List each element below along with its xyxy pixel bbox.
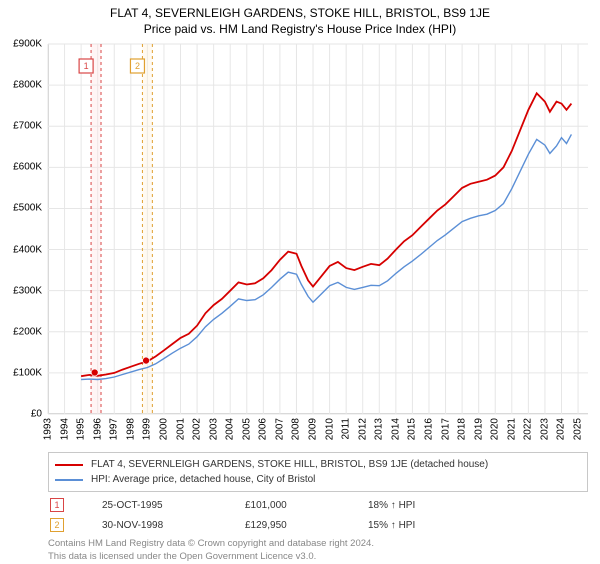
y-tick-label: £800K: [0, 80, 42, 91]
x-tick-label: 2003: [208, 418, 219, 440]
event-row: 2 30-NOV-1998 £129,950 15% ↑ HPI: [48, 518, 588, 532]
x-tick-label: 2017: [440, 418, 451, 440]
x-tick-label: 2004: [225, 418, 236, 440]
event-delta: 18% ↑ HPI: [368, 500, 415, 511]
x-tick-label: 2014: [390, 418, 401, 440]
x-tick-label: 1993: [43, 418, 54, 440]
x-tick-label: 2012: [357, 418, 368, 440]
event-marker: 2: [50, 518, 64, 532]
x-tick-label: 2007: [274, 418, 285, 440]
x-tick-label: 1999: [142, 418, 153, 440]
event-marker: 1: [50, 498, 64, 512]
y-tick-label: £200K: [0, 326, 42, 337]
event-date: 30-NOV-1998: [102, 520, 217, 531]
y-tick-label: £700K: [0, 121, 42, 132]
attribution-line-1: Contains HM Land Registry data © Crown c…: [48, 538, 588, 551]
legend-row-1: FLAT 4, SEVERNLEIGH GARDENS, STOKE HILL,…: [55, 457, 581, 472]
y-tick-label: £900K: [0, 39, 42, 50]
bottom-block: FLAT 4, SEVERNLEIGH GARDENS, STOKE HILL,…: [48, 452, 588, 564]
x-tick-label: 2009: [308, 418, 319, 440]
x-tick-label: 2021: [506, 418, 517, 440]
x-tick-label: 2011: [341, 418, 352, 440]
svg-text:1: 1: [84, 61, 89, 71]
chart-area: 12 1993199419951996199719981999200020012…: [48, 44, 588, 414]
legend-label-2: HPI: Average price, detached house, City…: [91, 472, 315, 487]
y-tick-label: £500K: [0, 203, 42, 214]
x-tick-label: 2000: [158, 418, 169, 440]
x-tick-label: 2019: [473, 418, 484, 440]
y-tick-label: £0: [0, 409, 42, 420]
x-tick-label: 2018: [457, 418, 468, 440]
y-tick-label: £300K: [0, 285, 42, 296]
event-delta: 15% ↑ HPI: [368, 520, 415, 531]
x-tick-label: 2025: [573, 418, 584, 440]
y-tick-label: £400K: [0, 244, 42, 255]
x-tick-label: 2001: [175, 418, 186, 440]
event-row: 1 25-OCT-1995 £101,000 18% ↑ HPI: [48, 498, 588, 512]
y-tick-label: £600K: [0, 162, 42, 173]
legend-row-2: HPI: Average price, detached house, City…: [55, 472, 581, 487]
event-price: £129,950: [245, 520, 340, 531]
x-tick-label: 2002: [192, 418, 203, 440]
chart-titles: FLAT 4, SEVERNLEIGH GARDENS, STOKE HILL,…: [0, 0, 600, 36]
x-tick-label: 1998: [125, 418, 136, 440]
x-tick-label: 2013: [374, 418, 385, 440]
x-tick-label: 1994: [59, 418, 70, 440]
x-tick-label: 1997: [109, 418, 120, 440]
x-tick-label: 2010: [324, 418, 335, 440]
event-price: £101,000: [245, 500, 340, 511]
legend-swatch-1: [55, 464, 83, 466]
x-tick-label: 2023: [539, 418, 550, 440]
x-tick-label: 2005: [241, 418, 252, 440]
x-tick-label: 2015: [407, 418, 418, 440]
x-tick-label: 2020: [490, 418, 501, 440]
x-tick-label: 2006: [258, 418, 269, 440]
x-tick-label: 2022: [523, 418, 534, 440]
attribution-line-2: This data is licensed under the Open Gov…: [48, 551, 588, 564]
title-sub: Price paid vs. HM Land Registry's House …: [0, 22, 600, 36]
event-date: 25-OCT-1995: [102, 500, 217, 511]
legend-swatch-2: [55, 479, 83, 481]
x-tick-label: 2016: [423, 418, 434, 440]
x-tick-label: 2008: [291, 418, 302, 440]
title-main: FLAT 4, SEVERNLEIGH GARDENS, STOKE HILL,…: [0, 6, 600, 20]
svg-text:2: 2: [135, 61, 140, 71]
y-tick-label: £100K: [0, 367, 42, 378]
legend-box: FLAT 4, SEVERNLEIGH GARDENS, STOKE HILL,…: [48, 452, 588, 492]
x-tick-label: 1996: [92, 418, 103, 440]
chart-svg: 12: [48, 44, 588, 414]
legend-label-1: FLAT 4, SEVERNLEIGH GARDENS, STOKE HILL,…: [91, 457, 488, 472]
x-tick-label: 2024: [556, 418, 567, 440]
x-tick-label: 1995: [76, 418, 87, 440]
